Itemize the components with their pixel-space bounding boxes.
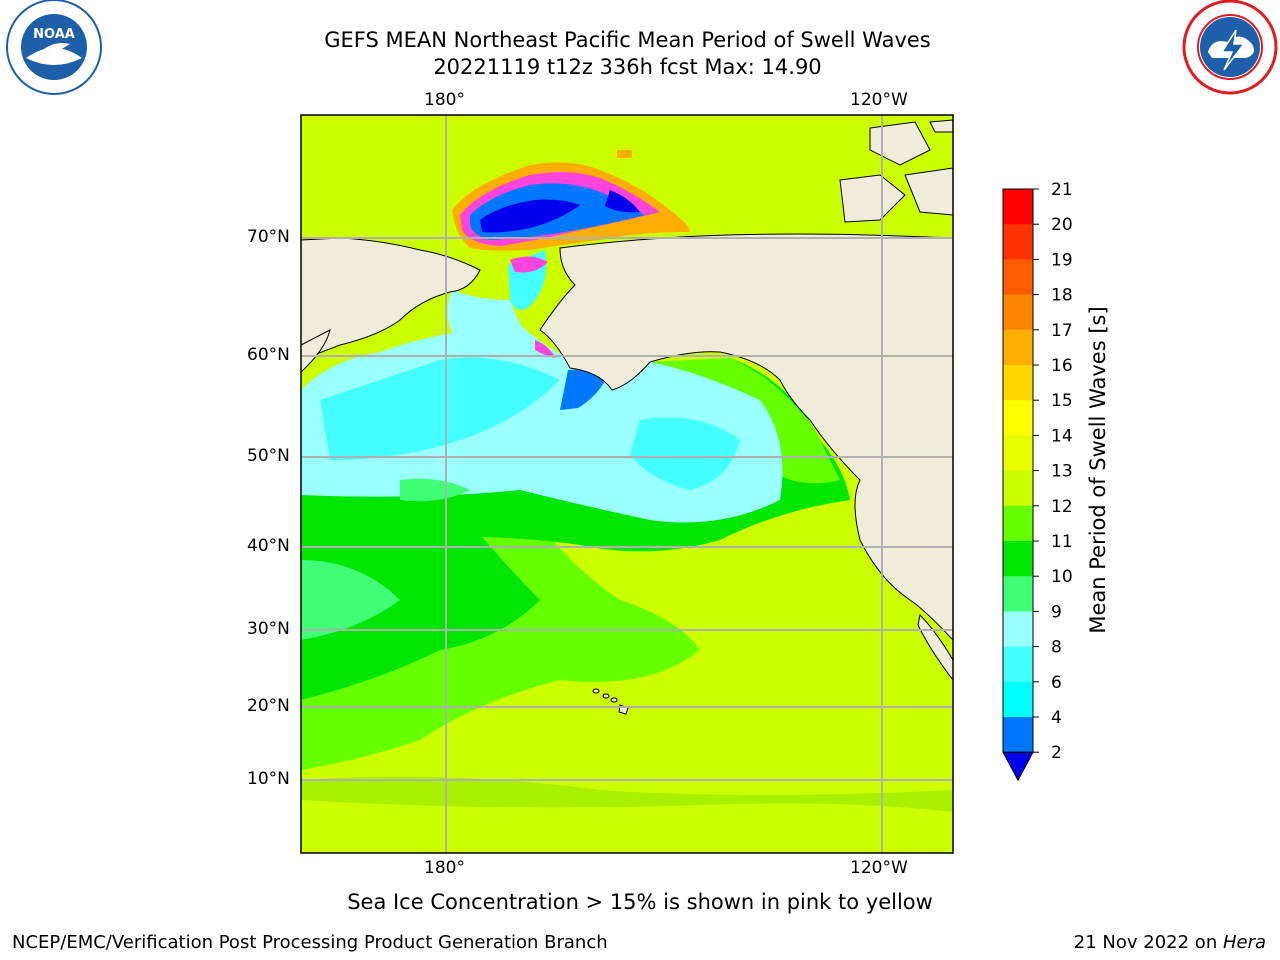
- map-panel: [301, 115, 953, 853]
- colorbar-tick-label: 17: [1051, 321, 1073, 341]
- noaa-logo: NOAA: [6, 0, 102, 95]
- noaa-logo-text: NOAA: [33, 27, 75, 42]
- lat-tick-40n: 40°N: [247, 536, 290, 556]
- colorbar-tick-label: 12: [1051, 497, 1073, 517]
- colorbar-swatch: [1003, 541, 1033, 577]
- colorbar-tick-label: 10: [1051, 567, 1073, 587]
- colorbar-swatch: [1003, 717, 1033, 753]
- colorbar-swatch: [1003, 505, 1033, 542]
- colorbar-tick-label: 2: [1051, 743, 1062, 763]
- lat-tick-30n: 30°N: [247, 619, 290, 639]
- colorbar-tick-label: 18: [1051, 286, 1073, 306]
- colorbar-tick-label: 8: [1051, 638, 1062, 658]
- lat-tick-50n: 50°N: [247, 446, 290, 466]
- lon-tick-top-120w: 120°W: [850, 90, 908, 110]
- colorbar-swatch: [1003, 224, 1033, 260]
- colorbar-tick-label: 15: [1051, 391, 1073, 411]
- map-frame: [300, 114, 954, 854]
- colorbar-tick-label: 21: [1051, 180, 1073, 200]
- colorbar-tick-label: 4: [1051, 708, 1062, 728]
- graticule: [301, 115, 953, 853]
- footer-machine: Hera: [1222, 932, 1266, 953]
- colorbar-swatch: [1003, 681, 1033, 718]
- colorbar-tick-label: 9: [1051, 602, 1062, 622]
- colorbar-tick-label: 19: [1051, 250, 1073, 270]
- colorbar-extend-arrow: [1002, 751, 1034, 782]
- colorbar-tick-label: 6: [1051, 673, 1062, 693]
- colorbar-tick-label: 13: [1051, 462, 1073, 482]
- title-line-1: GEFS MEAN Northeast Pacific Mean Period …: [324, 28, 931, 52]
- colorbar-tick-label: 11: [1051, 532, 1073, 552]
- lon-tick-bottom-120w: 120°W: [850, 858, 908, 878]
- nws-logo: [1182, 0, 1278, 95]
- colorbar-swatch: [1003, 329, 1033, 366]
- colorbar-swatch: [1003, 189, 1033, 225]
- colorbar-swatch: [1003, 646, 1033, 683]
- lat-tick-10n: 10°N: [247, 769, 290, 789]
- colorbar-swatch: [1003, 470, 1033, 507]
- colorbar-swatch: [1003, 294, 1033, 331]
- sea-ice-note-text: Sea Ice Concentration > 15% is shown in …: [347, 890, 933, 914]
- colorbar-tick-label: 14: [1051, 426, 1073, 446]
- footer-producer: NCEP/EMC/Verification Post Processing Pr…: [12, 932, 608, 953]
- lat-tick-70n: 70°N: [247, 227, 290, 247]
- colorbar-swatch: [1003, 611, 1033, 648]
- colorbar: 21 20 19 18 17 16 15 14 13 12 11 10 9 8 6 4 2: [1002, 180, 1073, 782]
- title-line-2: 20221119 t12z 336h fcst Max: 14.90: [433, 55, 822, 79]
- lat-tick-20n: 20°N: [247, 696, 290, 716]
- colorbar-swatch: [1003, 400, 1033, 436]
- footer-date-text: 21 Nov 2022 on: [1073, 932, 1223, 953]
- lat-tick-60n: 60°N: [247, 345, 290, 365]
- lon-tick-top-180: 180°: [424, 90, 465, 110]
- colorbar-swatch: [1003, 365, 1033, 401]
- sea-ice-note: Sea Ice Concentration > 15% is shown in …: [0, 890, 1280, 914]
- colorbar-label: Mean Period of Swell Waves [s]: [1086, 306, 1110, 634]
- colorbar-tick-label: 20: [1051, 215, 1073, 235]
- lon-tick-bottom-180: 180°: [424, 858, 465, 878]
- colorbar-swatch: [1003, 435, 1033, 472]
- colorbar-swatch: [1003, 576, 1033, 612]
- colorbar-tick-label: 16: [1051, 356, 1073, 376]
- colorbar-swatch: [1003, 259, 1033, 296]
- footer-date: 21 Nov 2022 on Hera: [1074, 932, 1266, 953]
